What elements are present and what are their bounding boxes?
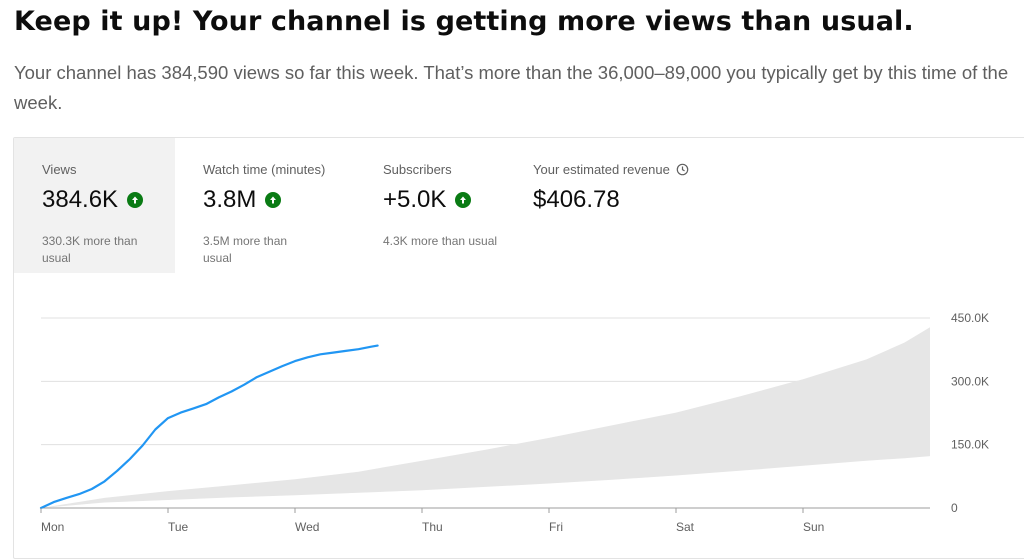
metric-tab-watch-time[interactable]: Watch time (minutes) 3.8M 3.5M more than…	[175, 138, 355, 273]
x-tick-label: Sun	[803, 520, 824, 534]
metric-label: Subscribers	[383, 162, 452, 177]
page-description: Your channel has 384,590 views so far th…	[14, 62, 1009, 113]
trend-up-icon	[265, 192, 282, 208]
y-tick-label: 300.0K	[951, 374, 989, 388]
trend-up-icon	[127, 192, 144, 208]
metric-comparison: 330.3K more than usual	[42, 234, 138, 265]
metric-value: 3.8M	[203, 186, 257, 213]
x-tick-label: Wed	[295, 520, 319, 534]
y-tick-label: 0	[951, 501, 958, 515]
metric-tab-views[interactable]: Views 384.6K 330.3K more than usual	[14, 138, 175, 273]
metric-label: Your estimated revenue	[533, 162, 670, 177]
y-tick-label: 450.0K	[951, 311, 989, 325]
metric-value: $406.78	[533, 186, 620, 213]
views-chart: 0 150.0K 300.0K 450.0K Mon Tue Wed Thu Fri Sat Sun	[39, 311, 989, 534]
metric-comparison: 4.3K more than usual	[383, 234, 498, 248]
page-headline: Keep it up! Your channel is getting more…	[14, 6, 914, 37]
metric-tab-subscribers[interactable]: Subscribers +5.0K 4.3K more than usual	[355, 138, 505, 273]
metric-label: Views	[42, 162, 77, 177]
analytics-card: Views 384.6K 330.3K more than usual Watc…	[13, 137, 1024, 559]
clock-icon[interactable]	[676, 163, 689, 176]
typical-range-band	[41, 327, 930, 508]
metric-value: +5.0K	[383, 186, 447, 213]
x-tick-label: Thu	[422, 520, 443, 534]
x-tick-label: Tue	[168, 520, 189, 534]
x-tick-label: Mon	[41, 520, 64, 534]
metric-value: 384.6K	[42, 186, 119, 213]
metric-comparison: 3.5M more than usual	[203, 234, 288, 265]
metric-label: Watch time (minutes)	[203, 162, 326, 177]
trend-up-icon	[455, 192, 472, 208]
x-tick-label: Sat	[676, 520, 695, 534]
metric-tab-revenue[interactable]: Your estimated revenue $406.78	[505, 138, 725, 273]
y-tick-label: 150.0K	[951, 438, 989, 452]
x-tick-label: Fri	[549, 520, 563, 534]
views-line	[39, 344, 379, 510]
